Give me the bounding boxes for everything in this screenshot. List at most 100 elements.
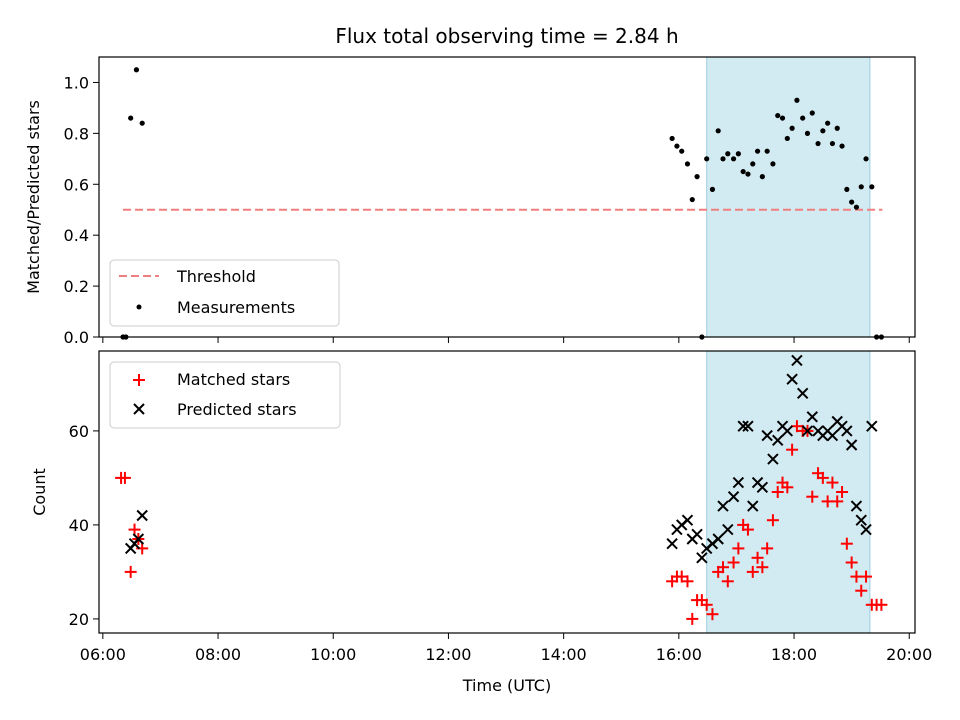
matched-star-point [756,561,769,574]
measurement-point [853,204,860,210]
predicted-star-point [826,429,839,442]
top-legend: Threshold Measurements [109,259,340,327]
matched-star-point [781,481,794,494]
measurement-point [715,128,721,134]
top-y-tick-label: 0.0 [64,328,89,347]
matched-star-point [845,556,858,569]
measurement-point [784,135,790,142]
bottom-legend: Matched stars Predicted stars [109,361,341,429]
measurement-point [794,97,800,103]
matched-star-point [766,514,779,527]
matched-star-point [741,523,754,536]
predicted-star-point [860,523,872,536]
bottom-y-axis-label: Count [30,468,49,516]
measurement-point [754,148,761,154]
measurement-point [779,115,786,121]
predicted-star-point [761,429,773,442]
x-tick-label: 06:00 [80,645,126,664]
legend-matched-label: Matched stars [177,370,290,389]
measurement-point [839,143,845,149]
predicted-star-point [747,500,759,512]
predicted-star-point [712,533,724,545]
measurement-point [858,184,864,190]
legend-matched-swatch [133,374,145,386]
matched-star-point [721,575,734,588]
legend-predicted-swatch [133,403,145,415]
matched-star-point [118,471,131,484]
measurement-point [863,156,869,162]
predicted-star-point [737,420,749,432]
top-y-tick-label: 1.0 [64,73,89,92]
measurement-point [834,125,840,131]
bottom-data-marks [115,354,888,625]
measurement-point [815,140,821,147]
measurement-point [759,174,765,180]
measurement-point [800,115,806,121]
predicted-star-point [756,481,769,494]
legend-measurements-swatch [136,304,142,310]
measurement-point [709,186,716,192]
matched-star-point [855,584,868,597]
predicted-star-point [806,411,818,423]
legend-predicted-label: Predicted stars [177,400,297,419]
top-data-marks [120,67,885,340]
measurement-point [869,184,875,190]
matched-star-point [816,471,829,484]
measurement-point [689,196,695,203]
bottom-y-tick-label: 40 [69,516,89,535]
bottom-axis-ticks: 06:00 08:00 10:00 12:00 14:00 16:00 18:00 20:00… [69,422,933,664]
matched-star-point [681,575,694,588]
matched-star-point [751,551,764,564]
predicted-star-point [727,490,740,503]
x-tick-label: 10:00 [310,645,356,664]
measurement-point [679,148,685,154]
measurement-point [750,161,756,167]
measurement-point [745,171,751,177]
measurement-point [849,199,855,205]
matched-star-point [806,490,819,503]
matched-star-point [860,570,873,583]
x-tick-label: 20:00 [886,645,932,664]
matched-star-point [732,542,745,555]
matched-star-point [727,556,740,569]
measurement-point [770,161,776,167]
top-legend-box [109,259,340,327]
top-panel: 0.0 0.2 0.4 0.6 0.8 1.0 Matched/Predicted sta… [24,56,916,347]
predicted-star-point [696,552,708,564]
top-y-tick-label: 0.2 [64,277,89,296]
predicted-star-point [866,420,878,432]
matched-star-point [128,523,141,536]
predicted-star-point [717,500,729,512]
bottom-y-tick-label: 60 [69,422,89,441]
predicted-star-point [786,373,798,385]
matched-star-point [836,486,849,498]
matched-star-point [686,612,699,625]
predicted-star-point [136,509,148,522]
measurement-point [775,112,781,119]
measurement-point [674,143,680,149]
predicted-star-point [772,434,784,447]
predicted-star-point [855,514,867,526]
matched-star-point [746,565,759,578]
bottom-y-tick-label: 20 [69,610,89,629]
measurement-point [133,67,140,73]
measurement-point [829,140,836,147]
predicted-star-point [796,387,809,400]
measurement-point [704,156,710,162]
x-tick-label: 12:00 [425,645,471,664]
x-tick-label: 16:00 [656,645,702,664]
matched-star-point [771,486,784,498]
predicted-star-point [732,476,745,489]
measurement-point [730,156,737,162]
predicted-star-point [850,500,863,512]
predicted-star-point [666,537,678,550]
predicted-star-point [742,420,754,432]
matched-star-point [124,565,137,578]
matched-star-point [831,495,844,508]
legend-measurements-label: Measurements [177,298,295,317]
measurement-point [669,135,675,142]
measurement-point [128,115,134,121]
matched-star-point [840,537,853,550]
measurement-point [789,125,795,131]
